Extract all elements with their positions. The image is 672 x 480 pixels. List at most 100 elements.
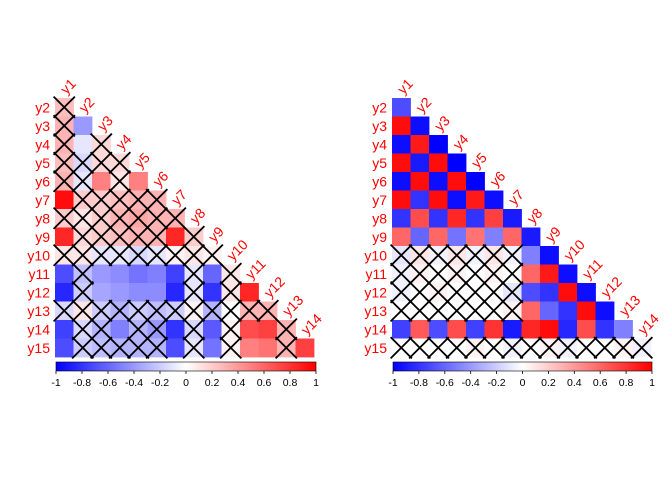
heatmap-cell-y3-y2 (73, 116, 93, 136)
row-label-y14: y14 (364, 321, 387, 337)
heatmap-cell-y3-y2 (410, 116, 430, 136)
heatmap-cell-y14-y1 (392, 320, 411, 339)
insignificant-cross-y13-y12 (256, 299, 280, 323)
insignificant-cross-y13-y6 (145, 299, 169, 323)
heatmap-cell-y9-y1 (392, 227, 411, 247)
insignificant-cross-y15-y4 (445, 336, 469, 360)
insignificant-cross-y8-y6 (145, 206, 169, 230)
legend-tick-label: 0 (183, 377, 189, 389)
insignificant-cross-y8-y4 (108, 206, 132, 230)
insignificant-cross-y7-y3 (89, 188, 113, 212)
heatmap-cell-y10-y9 (540, 246, 559, 265)
insignificant-cross-y11-y5 (463, 262, 487, 286)
insignificant-cross-y14-y5 (126, 317, 150, 341)
heatmap-cell-y7-y6 (484, 190, 504, 210)
insignificant-cross-y15-y10 (219, 336, 243, 360)
heatmap-cell-y12-y6 (147, 283, 167, 302)
insignificant-cross-y13-y2 (71, 299, 95, 323)
column-label-y14: y14 (635, 310, 662, 337)
insignificant-cross-y13-y11 (237, 299, 261, 323)
column-label-y6: y6 (150, 168, 172, 190)
heatmap-cell-y12-y4 (110, 283, 130, 302)
column-label-y11: y11 (579, 255, 606, 282)
insignificant-cross-y15-y3 (426, 336, 450, 360)
heatmap-cell-y15-y11 (240, 338, 259, 358)
heatmap-cell-y4-y2 (73, 135, 93, 154)
heatmap-cell-y11-y10 (558, 264, 578, 284)
row-label-y8: y8 (35, 210, 50, 226)
row-label-y11: y11 (28, 266, 50, 282)
insignificant-cross-y15-y8 (519, 336, 543, 360)
row-label-y12: y12 (27, 284, 50, 300)
row-label-y15: y15 (364, 340, 387, 356)
insignificant-cross-y8-y1 (52, 206, 76, 230)
insignificant-cross-y13-y10 (219, 299, 243, 323)
heatmap-cell-y6-y5 (466, 172, 485, 191)
heatmap-cell-y8-y4 (447, 209, 467, 228)
insignificant-cross-y11-y2 (408, 262, 432, 286)
heatmap-cell-y14-y1 (55, 320, 74, 339)
insignificant-cross-y13-y2 (408, 299, 432, 323)
column-label-y5: y5 (131, 149, 153, 171)
insignificant-cross-y10-y7 (163, 243, 187, 267)
heatmap-cell-y13-y11 (577, 301, 596, 321)
insignificant-cross-y13-y5 (126, 299, 150, 323)
heatmap-cell-y14-y12 (595, 320, 615, 339)
insignificant-cross-y15-y11 (574, 336, 598, 360)
heatmap-cell-y10-y8 (521, 246, 541, 265)
heatmap-cell-y14-y4 (447, 320, 467, 339)
legend-tick-label: -0.2 (488, 377, 506, 389)
insignificant-cross-y9-y4 (108, 225, 132, 249)
heatmap-cell-y14-y12 (258, 320, 278, 339)
heatmap-cell-y14-y11 (240, 320, 259, 339)
insignificant-cross-y15-y2 (408, 336, 432, 360)
legend-tick-label: -0.4 (125, 377, 143, 389)
insignificant-cross-y7-y2 (71, 188, 95, 212)
insignificant-cross-y15-y1 (389, 336, 413, 360)
heatmap-cell-y8-y6 (484, 209, 504, 228)
heatmap-cell-y14-y6 (484, 320, 504, 339)
heatmap-cell-y8-y7 (503, 209, 522, 228)
heatmap-cell-y12-y9 (203, 283, 222, 302)
column-label-y4: y4 (450, 131, 472, 153)
heatmap-cell-y12-y3 (92, 283, 111, 302)
insignificant-cross-y11-y10 (219, 262, 243, 286)
heatmap-cell-y12-y11 (577, 283, 596, 302)
heatmap-cell-y5-y4 (447, 153, 467, 173)
column-label-y2: y2 (76, 94, 98, 116)
heatmap-cell-y6-y2 (410, 172, 430, 191)
heatmap-cell-y9-y7 (503, 227, 522, 247)
heatmap-cell-y7-y4 (447, 190, 467, 210)
row-label-y10: y10 (27, 247, 50, 263)
insignificant-cross-y15-y5 (463, 336, 487, 360)
insignificant-cross-y12-y4 (445, 280, 469, 304)
legend-tick-label: -0.8 (73, 377, 91, 389)
insignificant-cross-y15-y8 (182, 336, 206, 360)
column-label-y1: y1 (57, 75, 79, 97)
insignificant-cross-y11-y2 (71, 262, 95, 286)
legend-tick-label: 0.8 (619, 377, 634, 389)
row-label-y6: y6 (35, 173, 50, 189)
heatmap-cell-y6-y5 (129, 172, 148, 191)
heatmap-cell-y12-y11 (240, 283, 259, 302)
insignificant-cross-y10-y3 (89, 243, 113, 267)
legend-tick-label: 0.6 (593, 377, 608, 389)
insignificant-cross-y5-y3 (89, 151, 113, 175)
heatmap-cell-y5-y2 (410, 153, 430, 173)
insignificant-cross-y10-y1 (389, 243, 413, 267)
heatmap-cell-y15-y1 (55, 338, 74, 358)
column-label-y3: y3 (94, 112, 116, 134)
column-label-y13: y13 (616, 292, 643, 319)
heatmap-cell-y11-y6 (147, 264, 167, 284)
right-correlation-panel: y2y3y4y5y6y7y8y9y10y11y12y13y14y15y1y2y3… (364, 75, 662, 389)
legend-tick-label: 0.4 (567, 377, 582, 389)
insignificant-cross-y13-y6 (482, 299, 506, 323)
column-label-y8: y8 (524, 205, 546, 227)
heatmap-cell-y15-y12 (258, 338, 278, 358)
column-label-y8: y8 (187, 205, 209, 227)
insignificant-cross-y12-y10 (219, 280, 243, 304)
insignificant-cross-y12-y6 (482, 280, 506, 304)
heatmap-cell-y9-y8 (521, 227, 541, 247)
column-label-y9: y9 (205, 223, 227, 245)
